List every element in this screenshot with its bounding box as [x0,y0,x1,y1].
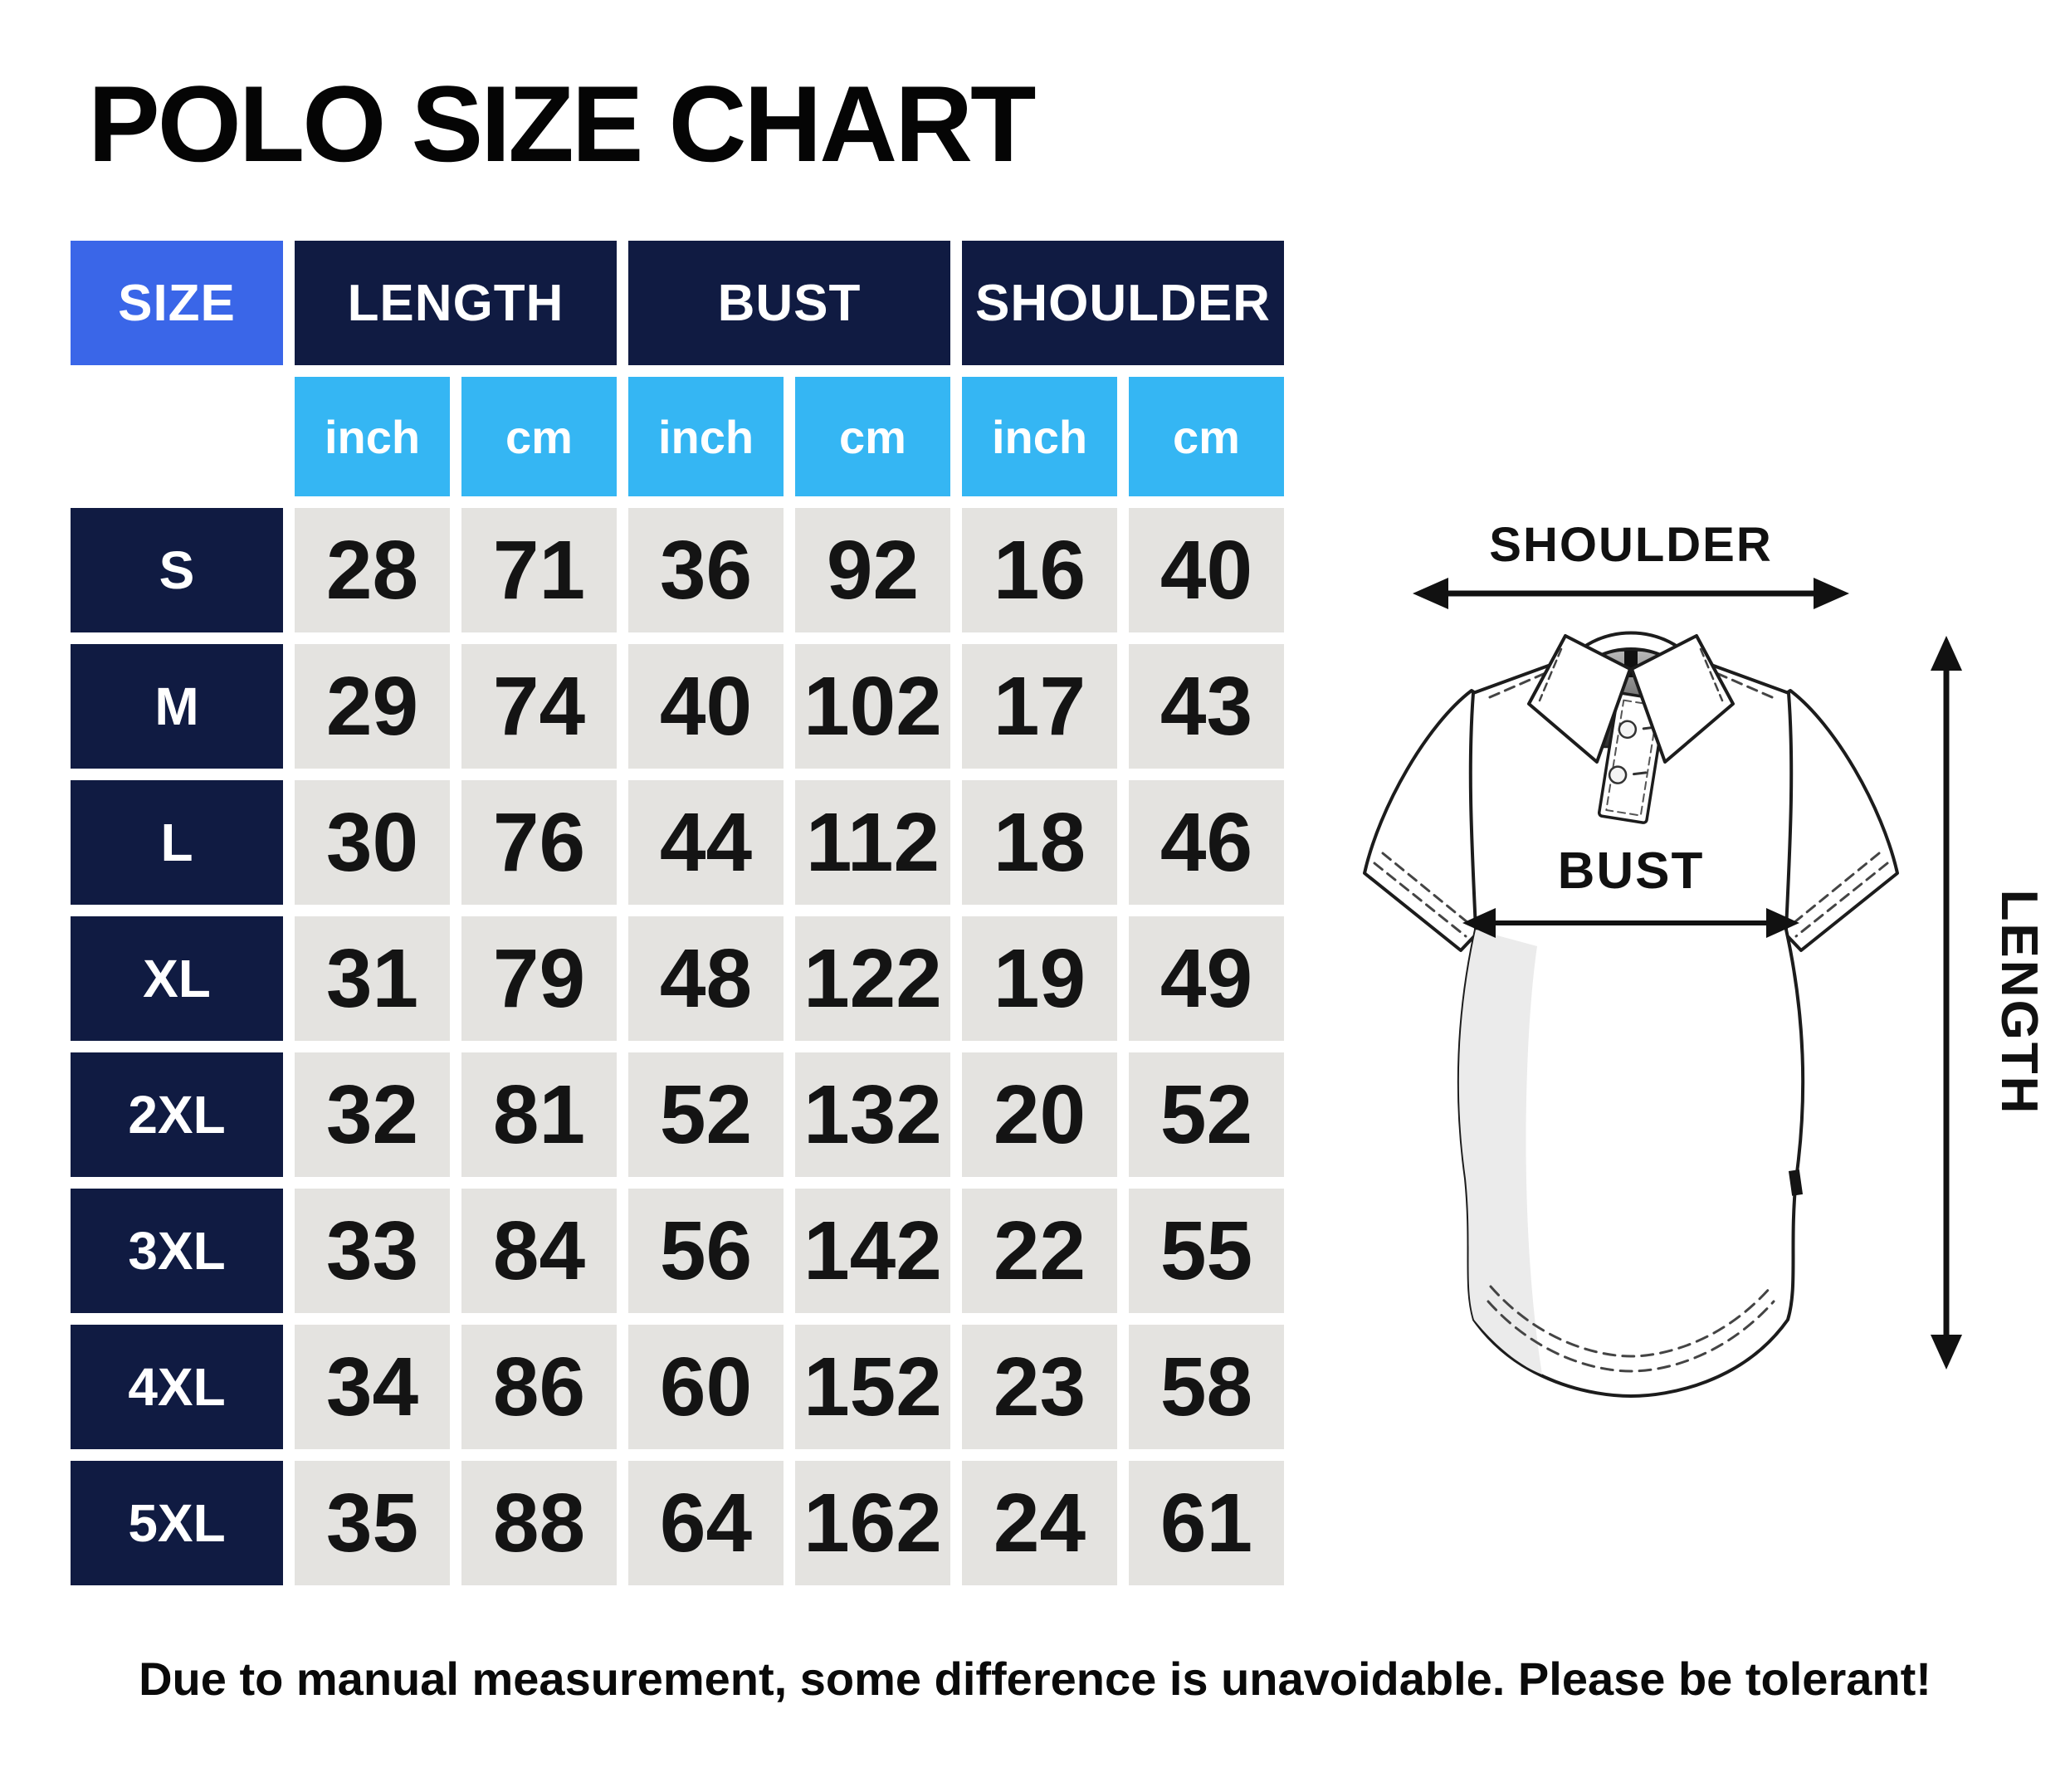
polo-shirt-illustration: SHOULDER LENGTH [1320,498,2050,1461]
unit-header-shoulder-inch: inch [962,377,1117,496]
size-row-label: 3XL [71,1189,283,1313]
shoulder-seams [1488,666,1774,699]
size-cell: 102 [795,644,950,769]
size-cell: 31 [295,916,450,1041]
size-cell: 132 [795,1052,950,1177]
size-cell: 35 [295,1461,450,1585]
size-row-label: 2XL [71,1052,283,1177]
right-cuff-stitch [1788,852,1889,938]
size-cell: 46 [1129,780,1284,905]
table-header-shoulder: SHOULDER [962,241,1284,365]
size-cell: 19 [962,916,1117,1041]
unit-header-length-inch: inch [295,377,450,496]
size-cell: 49 [1129,916,1284,1041]
size-cell: 20 [962,1052,1117,1177]
size-cell: 23 [962,1325,1117,1449]
size-cell: 64 [628,1461,784,1585]
size-cell: 16 [962,508,1117,632]
size-cell: 79 [461,916,617,1041]
size-row-label: XL [71,916,283,1041]
size-row-label: 5XL [71,1461,283,1585]
size-cell: 43 [1129,644,1284,769]
size-cell: 32 [295,1052,450,1177]
size-cell: 61 [1129,1461,1284,1585]
body-shading [1458,930,1542,1375]
size-cell: 29 [295,644,450,769]
shoulder-arrow [1413,578,1849,609]
diagram-bust-label: BUST [1558,842,1705,900]
size-row-label: L [71,780,283,905]
size-row-label: S [71,508,283,632]
table-header-size: SIZE [71,241,283,365]
size-cell: 86 [461,1325,617,1449]
size-row-label: M [71,644,283,769]
page-title: POLO SIZE CHART [88,63,1036,184]
diagram-length-label: LENGTH [1990,890,2048,1116]
size-cell: 74 [461,644,617,769]
button [1608,765,1628,784]
button [1618,720,1638,740]
size-cell: 33 [295,1189,450,1313]
unit-header-bust-inch: inch [628,377,784,496]
size-cell: 48 [628,916,784,1041]
size-cell: 58 [1129,1325,1284,1449]
polo-shirt-drawing [1363,631,1899,1398]
size-cell: 17 [962,644,1117,769]
diagram-shoulder-label: SHOULDER [1489,518,1772,572]
unit-header-bust-cm: cm [795,377,950,496]
size-cell: 30 [295,780,450,905]
size-cell: 84 [461,1189,617,1313]
collar-stitch [1538,647,1724,702]
size-cell: 88 [461,1461,617,1585]
polo-shirt-svg: SHOULDER LENGTH [1363,518,2048,1398]
size-cell: 112 [795,780,950,905]
size-cell: 71 [461,508,617,632]
size-cell: 76 [461,780,617,905]
size-cell: 152 [795,1325,950,1449]
size-cell: 28 [295,508,450,632]
table-header-length: LENGTH [295,241,617,365]
size-cell: 22 [962,1189,1117,1313]
table-header-bust: BUST [628,241,950,365]
size-row-label: 4XL [71,1325,283,1449]
size-cell: 122 [795,916,950,1041]
hem-stitch-inner [1489,1285,1773,1358]
size-cell: 40 [628,644,784,769]
unit-header-shoulder-cm: cm [1129,377,1284,496]
hem-stitch-outer [1487,1300,1775,1373]
size-cell: 142 [795,1189,950,1313]
bust-arrow [1462,908,1799,938]
placket [1597,691,1667,824]
size-cell: 36 [628,508,784,632]
size-cell: 92 [795,508,950,632]
size-cell: 40 [1129,508,1284,632]
side-tag [1788,1169,1804,1196]
size-cell: 162 [795,1461,950,1585]
size-cell: 81 [461,1052,617,1177]
unit-header-length-cm: cm [461,377,617,496]
size-cell: 24 [962,1461,1117,1585]
left-cuff-stitch [1373,852,1474,938]
size-cell: 52 [1129,1052,1284,1177]
size-cell: 55 [1129,1189,1284,1313]
length-arrow [1931,636,1962,1370]
size-cell: 60 [628,1325,784,1449]
size-table: SIZE LENGTH BUST SHOULDER inch cm inch c… [71,241,1284,1585]
footer-note: Due to manual measurement, some differen… [139,1653,1931,1705]
size-cell: 18 [962,780,1117,905]
size-cell: 44 [628,780,784,905]
size-cell: 34 [295,1325,450,1449]
table-corner-spacer [71,377,283,496]
size-cell: 56 [628,1189,784,1313]
size-cell: 52 [628,1052,784,1177]
